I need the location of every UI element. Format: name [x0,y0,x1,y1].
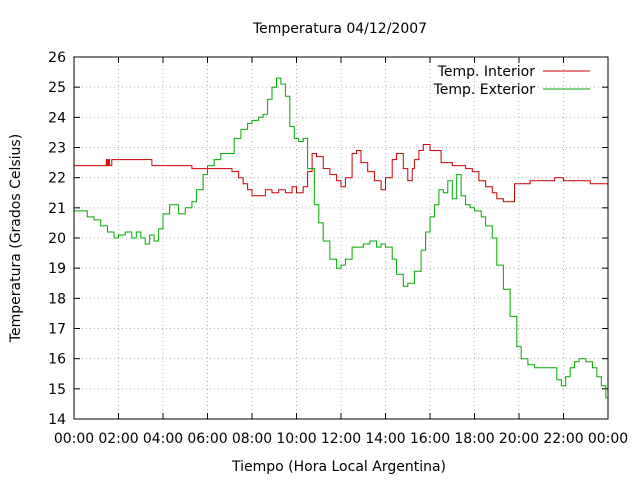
x-tick-label: 18:00 [454,431,494,447]
grid [74,57,608,419]
x-tick-label: 10:00 [276,431,316,447]
legend-label: Temp. Exterior [433,82,536,98]
x-tick-label: 06:00 [187,431,227,447]
legend: Temp. Interior Temp. Exterior [433,64,590,98]
y-tick-label: 26 [48,50,66,66]
series-line-exterior [74,77,609,407]
series-line-interior [74,144,608,203]
x-tick-label: 12:00 [321,431,361,447]
y-tick-label: 17 [48,322,66,338]
x-tick-label: 04:00 [143,431,183,447]
y-tick-label: 15 [48,382,66,398]
y-tick-label: 14 [48,412,66,428]
y-tick-label: 24 [48,110,66,126]
x-tick-label: 08:00 [232,431,272,447]
y-tick-label: 18 [48,291,66,307]
x-tick-label: 14:00 [365,431,405,447]
y-tick-label: 21 [48,201,66,217]
x-axis-label: Tiempo (Hora Local Argentina) [231,459,446,475]
chart-title: Temperatura 04/12/2007 [252,21,427,37]
plot-frame [73,56,609,420]
y-axis-label: Temperatura (Grados Celsius) [8,134,24,343]
x-tick-label: 00:00 [588,431,628,447]
y-tick-label: 25 [48,80,66,96]
legend-label: Temp. Interior [437,64,536,80]
y-tick-label: 20 [48,231,66,247]
y-tick-label: 19 [48,261,66,277]
series-lines [74,77,609,407]
y-tick-label: 22 [48,171,66,187]
x-tick-label: 00:00 [54,431,94,447]
x-tick-label: 16:00 [410,431,450,447]
x-tick-label: 20:00 [499,431,539,447]
y-tick-label: 16 [48,352,66,368]
x-tick-label: 02:00 [98,431,138,447]
x-tick-label: 22:00 [543,431,583,447]
y-tick-label: 23 [48,141,66,157]
